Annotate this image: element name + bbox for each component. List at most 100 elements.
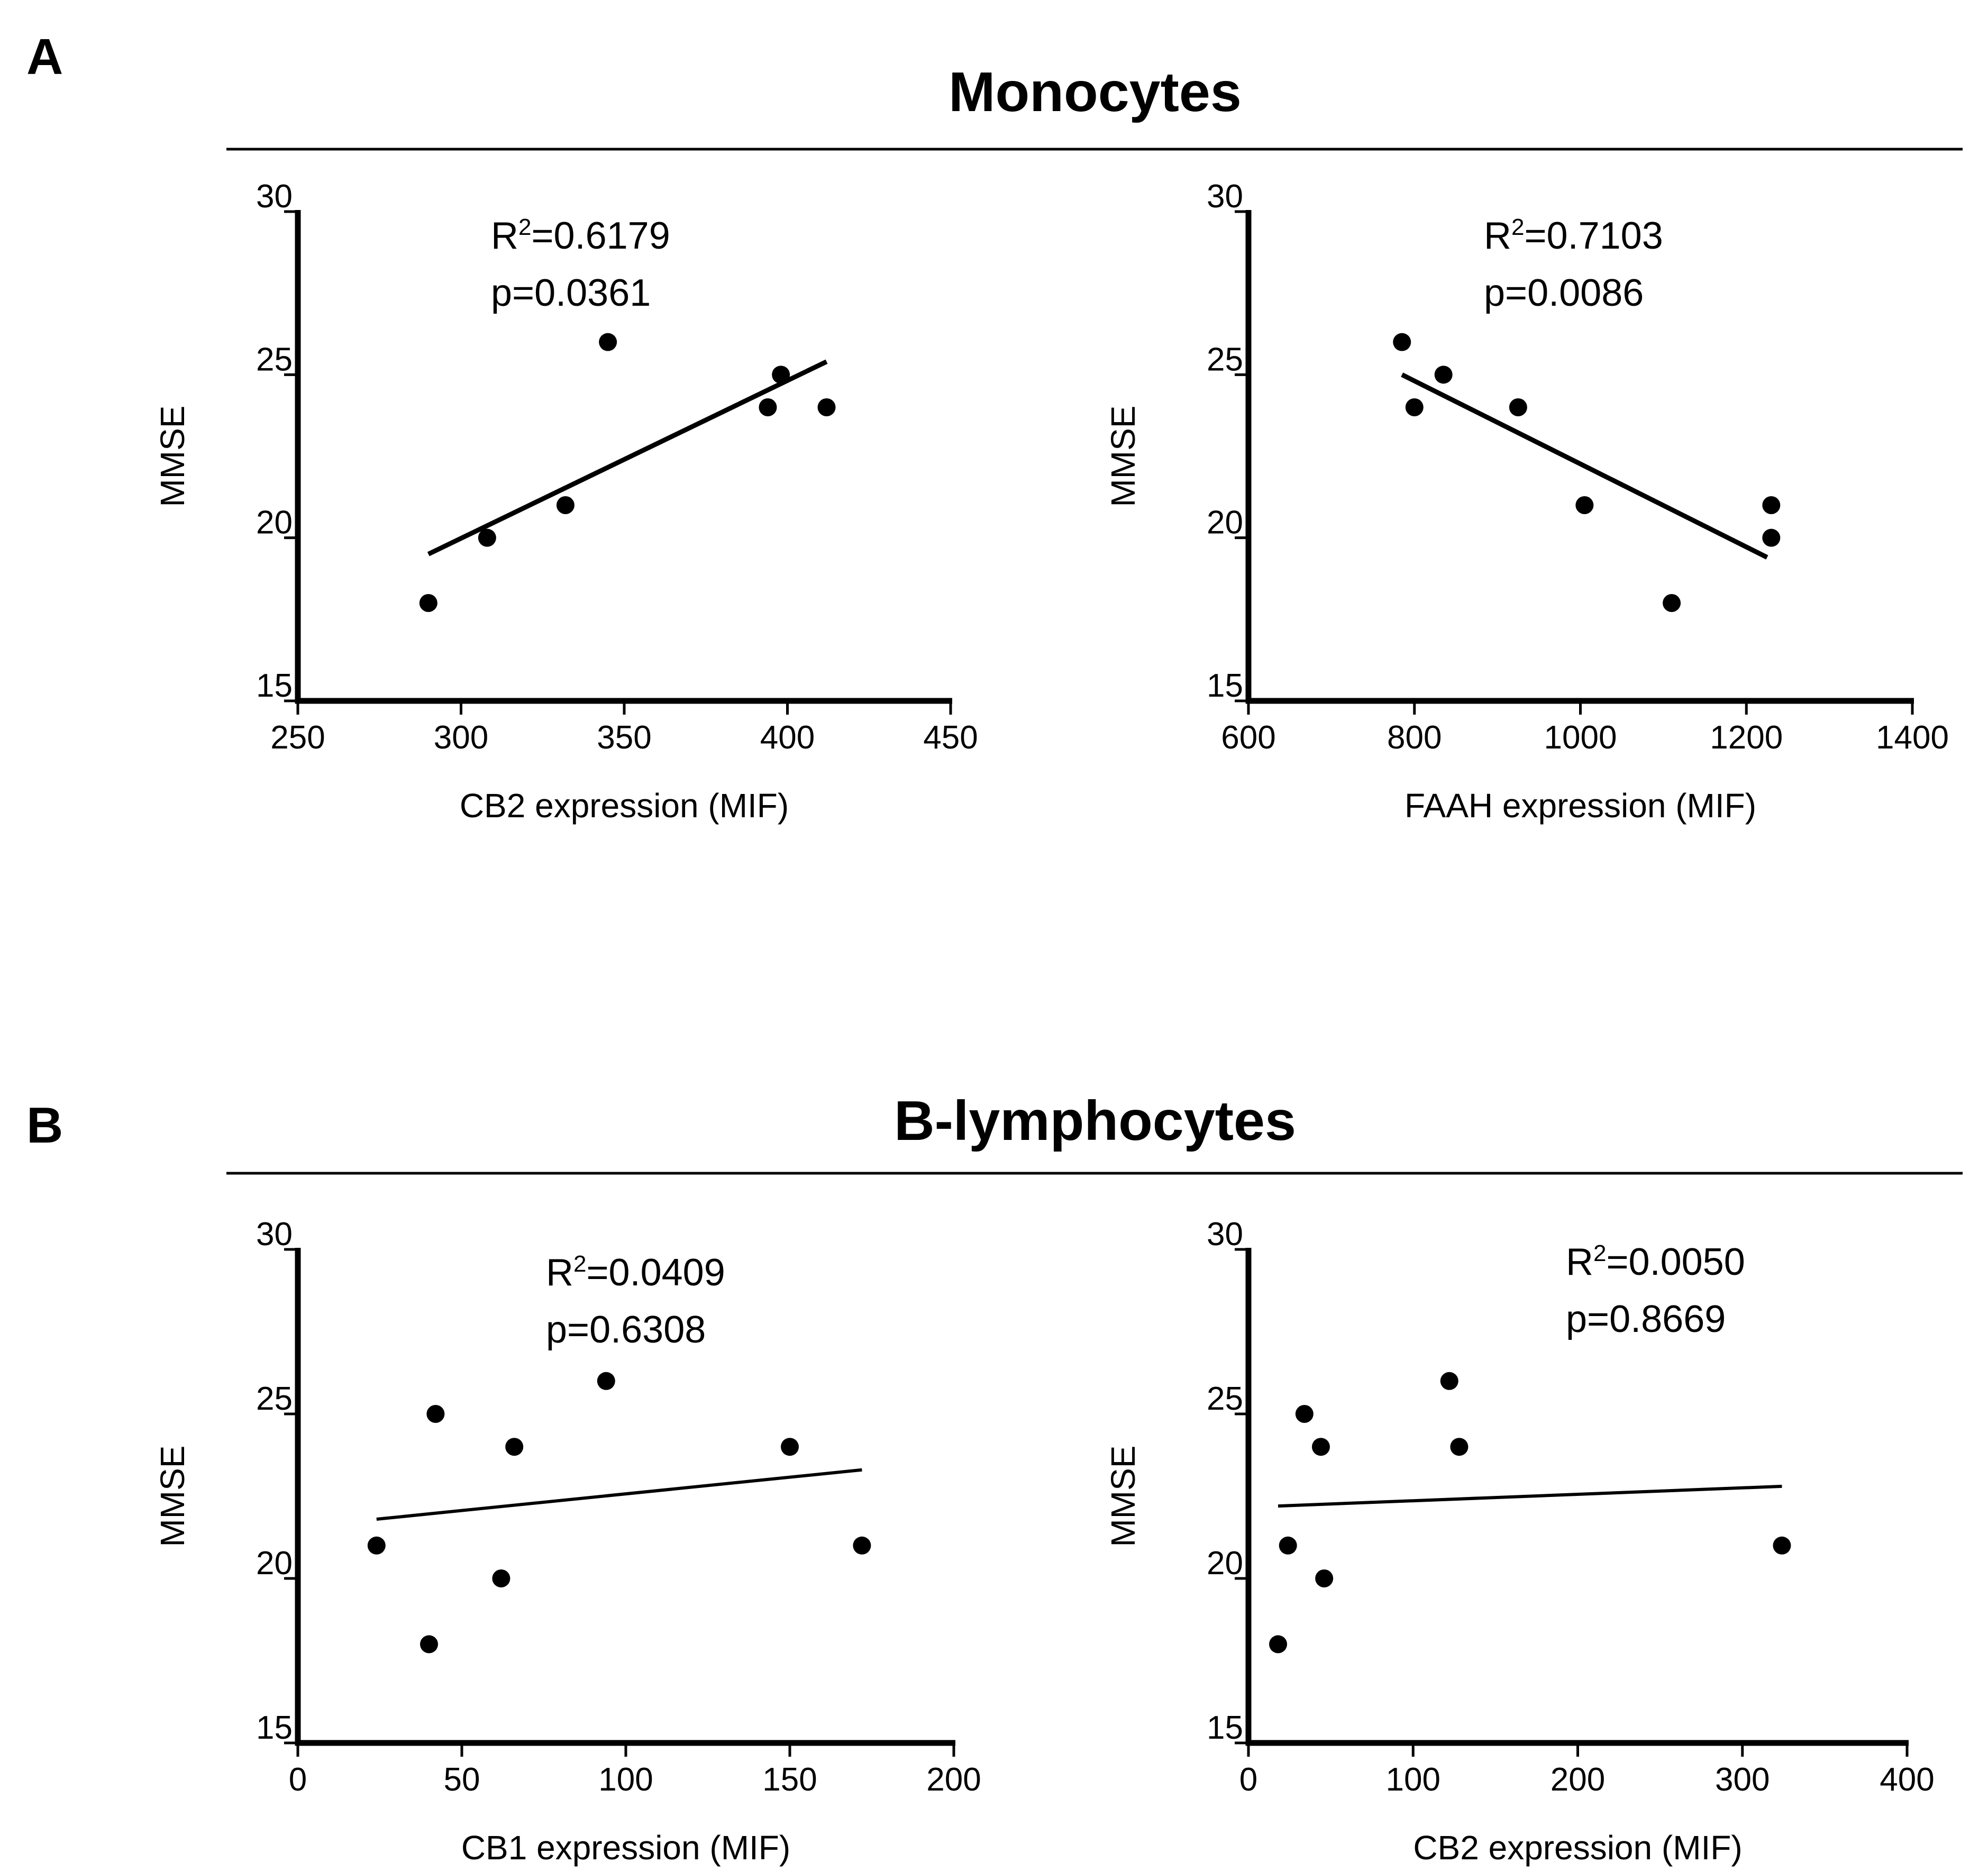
y-tick-label: 25: [256, 1381, 293, 1417]
regression-line: [376, 1468, 862, 1521]
data-points: [419, 333, 836, 612]
data-points: [1269, 1372, 1791, 1654]
y-axis-ticks: 15 20 25 30: [256, 178, 298, 704]
section-title-monocytes: Monocytes: [949, 61, 1242, 123]
x-tick-label: 150: [762, 1761, 817, 1798]
y-tick-label: 15: [256, 1710, 293, 1746]
r-squared-r: R: [491, 215, 518, 257]
r-squared-label: R2=0.7103: [1484, 214, 1663, 257]
r-squared-label: R2=0.0409: [546, 1251, 725, 1294]
data-point: [1311, 1438, 1330, 1456]
x-tick-label: 250: [270, 719, 325, 756]
data-point: [1315, 1569, 1334, 1587]
data-point: [1762, 496, 1781, 514]
data-point: [419, 594, 437, 612]
y-axis-label: MMSE: [153, 406, 191, 507]
data-point: [367, 1536, 386, 1555]
r-squared-r: R: [1484, 215, 1511, 257]
data-point: [1295, 1405, 1314, 1423]
y-tick-label: 25: [256, 341, 293, 378]
data-point: [1509, 398, 1527, 416]
r-squared-r: R: [546, 1252, 573, 1294]
data-point: [492, 1569, 510, 1587]
y-axis-ticks: 15 20 25 30: [1207, 1216, 1248, 1746]
x-tick-label: 200: [926, 1761, 981, 1798]
x-tick-label: 450: [923, 719, 978, 756]
x-axis-ticks: 250 300 350 400 450: [270, 701, 978, 756]
x-tick-label: 1000: [1544, 719, 1617, 756]
p-value-label: p=0.0086: [1484, 272, 1644, 314]
y-tick-label: 30: [256, 1216, 293, 1253]
x-tick-label: 350: [597, 719, 651, 756]
section-b: B B-lymphocytes: [26, 1090, 1963, 1175]
panel-letter-a: A: [26, 29, 63, 85]
panel-letter-b: B: [26, 1097, 63, 1154]
section-title-b-lymphocytes: B-lymphocytes: [894, 1090, 1296, 1152]
y-tick-label: 25: [1207, 1381, 1243, 1417]
x-axis-ticks: 0 100 200 300 400: [1239, 1743, 1935, 1798]
x-axis-ticks: 0 50 100 150 200: [289, 1743, 981, 1798]
data-point: [426, 1405, 445, 1423]
data-point: [420, 1635, 438, 1654]
r-squared-superscript: 2: [1593, 1240, 1606, 1266]
x-tick-label: 1200: [1710, 719, 1783, 756]
x-axis-label: CB2 expression (MIF): [1413, 1829, 1742, 1867]
r-squared-label: R2=0.6179: [491, 214, 670, 257]
data-point: [1434, 366, 1453, 384]
y-tick-label: 30: [256, 178, 293, 215]
regression-line: [1401, 372, 1768, 560]
r-squared-superscript: 2: [518, 214, 531, 240]
y-axis-label: MMSE: [1104, 406, 1142, 507]
x-tick-label: 0: [289, 1761, 307, 1798]
x-axis-ticks: 600 800 1000 1200 1400: [1221, 701, 1949, 756]
y-tick-label: 25: [1207, 341, 1243, 378]
y-tick-label: 15: [1207, 1710, 1243, 1746]
data-point: [781, 1438, 799, 1456]
y-tick-label: 15: [1207, 668, 1243, 704]
p-value-label: p=0.0361: [491, 272, 651, 314]
data-point: [1450, 1438, 1469, 1456]
data-points: [367, 1372, 871, 1654]
y-tick-label: 20: [1207, 505, 1243, 541]
data-point: [599, 333, 617, 351]
section-a: A Monocytes: [26, 29, 1963, 151]
p-value-label: p=0.8669: [1566, 1298, 1726, 1340]
chart-monocytes-faah: 15 20 25 30 600 800 1000 1200 1400 FAAH express…: [1104, 178, 1949, 825]
data-point: [1269, 1635, 1288, 1654]
x-tick-label: 1400: [1876, 719, 1949, 756]
x-axis-label: CB2 expression (MIF): [460, 787, 789, 825]
r-squared-superscript: 2: [1511, 214, 1524, 240]
data-point: [817, 398, 836, 416]
y-tick-label: 30: [1207, 178, 1243, 215]
regression-line: [1278, 1484, 1782, 1508]
r-squared-value: =0.6179: [531, 215, 670, 257]
data-point: [1773, 1536, 1791, 1555]
chart-b-lymphocytes-cb2: 15 20 25 30 0 100 200 300 400 CB2 expression (M…: [1104, 1216, 1935, 1867]
data-points: [1393, 333, 1781, 612]
data-point: [597, 1372, 615, 1390]
y-tick-label: 20: [1207, 1545, 1243, 1582]
r-squared-superscript: 2: [573, 1251, 586, 1277]
data-point: [759, 398, 777, 416]
data-point: [505, 1438, 524, 1456]
chart-monocytes-cb2: 15 20 25 30 250 300 350 400 450 CB2 expression …: [153, 178, 978, 825]
x-tick-label: 400: [1880, 1761, 1934, 1798]
x-axis-label: FAAH expression (MIF): [1405, 787, 1756, 825]
x-tick-label: 50: [444, 1761, 480, 1798]
y-axis-ticks: 15 20 25 30: [256, 1216, 298, 1746]
y-axis-label: MMSE: [153, 1446, 191, 1547]
r-squared-r: R: [1566, 1241, 1593, 1283]
y-tick-label: 15: [256, 668, 293, 704]
data-point: [478, 528, 496, 547]
y-tick-label: 20: [256, 1545, 293, 1582]
data-point: [1393, 333, 1411, 351]
x-tick-label: 100: [598, 1761, 653, 1798]
r-squared-value: =0.0050: [1606, 1241, 1745, 1283]
regression-line: [427, 359, 828, 556]
y-axis-label: MMSE: [1104, 1446, 1142, 1547]
y-tick-label: 30: [1207, 1216, 1243, 1253]
data-point: [1762, 528, 1781, 547]
data-point: [1575, 496, 1594, 514]
r-squared-label: R2=0.0050: [1566, 1240, 1745, 1283]
